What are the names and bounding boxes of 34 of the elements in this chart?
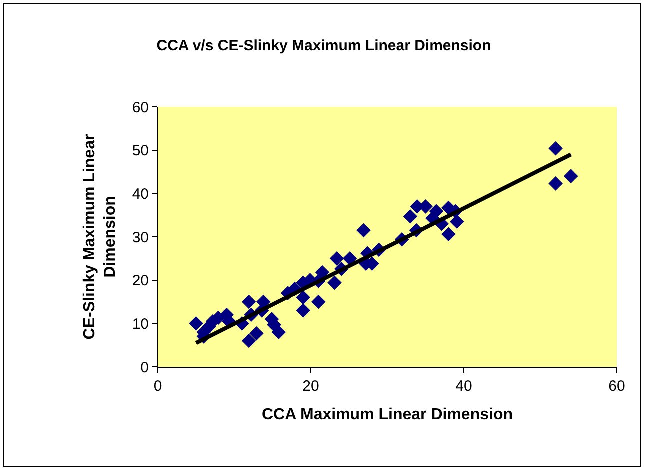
y-tick-label: 20	[132, 272, 149, 290]
x-tick-label: 0	[154, 378, 162, 395]
x-tick-label: 20	[302, 378, 320, 395]
chart-title: CCA v/s CE-Slinky Maximum Linear Dimension	[156, 37, 492, 54]
point	[312, 294, 326, 310]
point	[450, 214, 464, 229]
y-tick-label: 50	[132, 142, 149, 160]
x-tick-label: 60	[608, 378, 626, 395]
point	[242, 334, 256, 348]
x-axis-title: CCA Maximum Linear Dimension	[262, 406, 514, 424]
point	[328, 276, 342, 290]
point	[242, 294, 256, 310]
point	[356, 223, 371, 238]
y-tick-label: 40	[132, 186, 149, 203]
point	[330, 252, 344, 266]
point	[342, 252, 358, 266]
point	[548, 176, 563, 191]
point	[189, 316, 204, 331]
point	[548, 141, 563, 156]
point	[403, 209, 418, 224]
point	[429, 204, 444, 219]
point	[272, 325, 286, 340]
y-tick-label: 60	[132, 99, 149, 116]
point	[315, 265, 330, 280]
y-tick-label: 30	[132, 229, 149, 246]
point	[442, 227, 456, 242]
y-tick-label: 10	[132, 316, 149, 333]
x-tick-label: 40	[456, 378, 472, 395]
point	[296, 304, 310, 318]
point	[564, 169, 578, 184]
point	[296, 290, 310, 305]
y-tick-label: 0	[140, 359, 149, 376]
point	[250, 326, 264, 341]
y-axis-title: CE-Slinky Maximum Linear Dimension	[81, 134, 120, 340]
